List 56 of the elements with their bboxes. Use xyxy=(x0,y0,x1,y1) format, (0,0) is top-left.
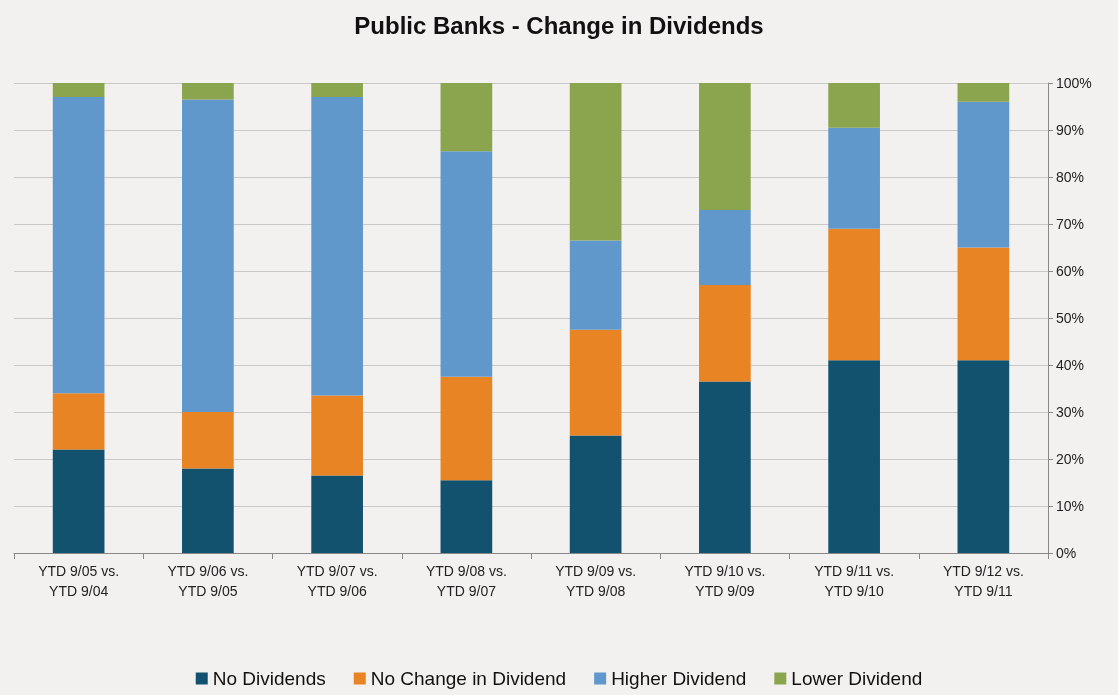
y-tick-label: 20% xyxy=(1056,451,1085,467)
legend-label: Higher Dividend xyxy=(611,668,747,689)
bar xyxy=(311,83,363,98)
bar xyxy=(699,381,751,553)
bar xyxy=(957,83,1010,102)
bar xyxy=(182,83,234,100)
y-tick-label: 50% xyxy=(1056,310,1085,326)
bar xyxy=(182,412,234,469)
bar xyxy=(440,480,493,553)
y-tick-label: 0% xyxy=(1056,545,1077,561)
y-tick-label: 60% xyxy=(1056,263,1085,279)
bar xyxy=(52,97,105,394)
y-tick-label: 40% xyxy=(1056,357,1085,373)
bar xyxy=(569,83,622,241)
bar xyxy=(52,83,105,98)
bar xyxy=(311,475,363,553)
x-tick-label: YTD 9/07 vs. YTD 9/06 xyxy=(296,563,378,599)
x-tick-label: YTD 9/08 vs. YTD 9/07 xyxy=(425,563,507,599)
bar xyxy=(957,360,1010,553)
bar xyxy=(828,228,880,361)
bar xyxy=(699,285,751,382)
y-tick-label: 30% xyxy=(1056,404,1085,420)
bar xyxy=(828,360,880,553)
x-tick-label: YTD 9/10 vs. YTD 9/09 xyxy=(684,563,766,599)
y-tick-label: 80% xyxy=(1056,169,1085,185)
y-tick-label: 100% xyxy=(1056,75,1092,91)
bar xyxy=(311,97,363,396)
bar xyxy=(440,151,493,377)
bar xyxy=(52,449,105,553)
bar xyxy=(699,209,751,286)
y-tick-label: 90% xyxy=(1056,122,1085,138)
bar xyxy=(440,83,493,152)
x-tick-label: YTD 9/09 vs. YTD 9/08 xyxy=(555,563,637,599)
bar xyxy=(182,99,234,412)
legend-label: No Dividends xyxy=(212,668,326,689)
bar xyxy=(569,240,622,330)
y-tick-label: 70% xyxy=(1056,216,1085,232)
bar xyxy=(957,101,1010,248)
bar xyxy=(440,376,493,481)
bar xyxy=(311,395,363,476)
bar xyxy=(569,435,622,553)
x-tick-label: YTD 9/11 vs. YTD 9/10 xyxy=(814,563,895,599)
legend-label: No Change in Dividend xyxy=(370,668,567,689)
bar xyxy=(957,247,1010,361)
bar xyxy=(828,127,880,229)
x-tick-label: YTD 9/05 vs. YTD 9/04 xyxy=(38,563,120,599)
chart-title: Public Banks - Change in Dividends xyxy=(354,11,764,39)
y-tick-label: 10% xyxy=(1056,498,1085,514)
bar xyxy=(699,83,751,210)
legend-label: Lower Dividend xyxy=(791,668,923,689)
bar xyxy=(569,329,622,436)
bar xyxy=(828,83,880,128)
bar xyxy=(182,468,234,553)
bar xyxy=(52,393,105,450)
x-tick-label: YTD 9/12 vs. YTD 9/11 xyxy=(942,563,1024,599)
x-tick-label: YTD 9/06 vs. YTD 9/05 xyxy=(167,563,249,599)
